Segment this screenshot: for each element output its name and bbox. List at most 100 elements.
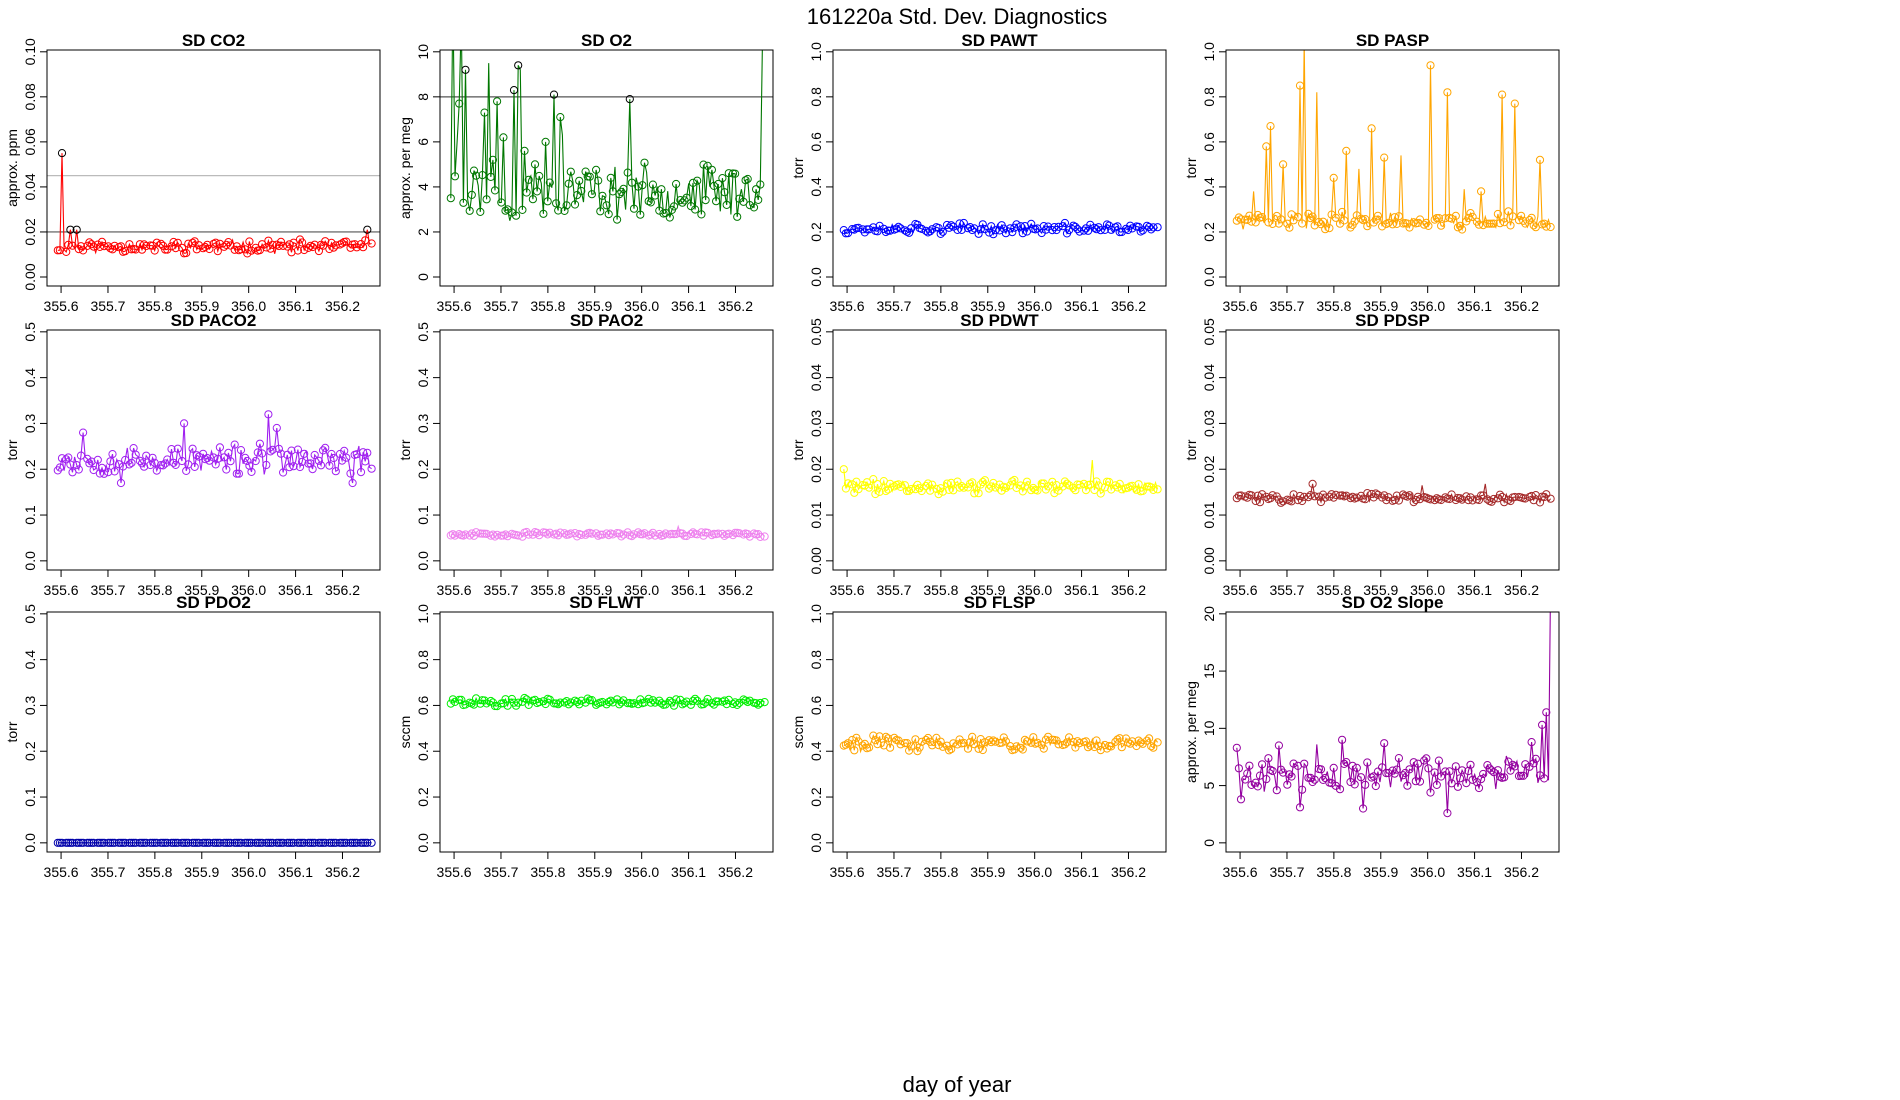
data-point [461, 700, 470, 709]
data-point [1500, 773, 1509, 782]
data-point [1432, 494, 1441, 503]
data-point [543, 530, 552, 539]
series-line-o2 [450, 50, 763, 221]
data-point [1477, 491, 1486, 500]
panel-title-pdsp: SD PDSP [1355, 311, 1430, 330]
data-point [560, 206, 569, 215]
data-point [1124, 738, 1133, 747]
data-point [1308, 777, 1317, 787]
data-point [152, 466, 161, 475]
y-tick-label: 0 [415, 273, 431, 281]
data-point [1495, 772, 1505, 781]
data-point [1247, 217, 1256, 226]
data-point [125, 838, 134, 847]
data-point [587, 696, 597, 705]
data-point [140, 462, 149, 471]
x-tick-label: 355.9 [1363, 298, 1398, 314]
data-point [1149, 485, 1158, 494]
data-point [1546, 222, 1555, 232]
data-point [304, 243, 313, 252]
plot-frame-flsp [832, 611, 1167, 853]
y-tick-label: 0.3 [22, 695, 38, 715]
x-tick-label: 355.9 [577, 582, 612, 598]
data-point [243, 249, 252, 258]
plot-frame-pawt [832, 49, 1167, 287]
data-point [959, 218, 968, 228]
data-point [602, 201, 611, 210]
data-point [1378, 222, 1387, 231]
data-point [1455, 494, 1465, 503]
data-point [283, 838, 292, 847]
y-axis-label-pawt: torr [790, 157, 806, 178]
data-point [89, 465, 98, 475]
data-point [161, 459, 170, 468]
data-point [1052, 481, 1061, 490]
data-point [1451, 211, 1460, 220]
data-point [623, 168, 632, 177]
data-point [116, 838, 126, 847]
data-point [1325, 224, 1334, 233]
data-point [363, 838, 372, 847]
data-point [327, 238, 336, 247]
data-point [1105, 477, 1114, 487]
data-point [1474, 783, 1484, 793]
data-point [1510, 492, 1519, 502]
data-point [121, 247, 130, 256]
data-point [194, 838, 203, 847]
data-point [300, 449, 309, 458]
data-point [190, 838, 199, 847]
x-tick-label: 355.8 [923, 864, 958, 880]
x-tick-label: 355.7 [483, 582, 518, 598]
panel-o2slope: SD O2 Slope 355.6 355.7 355.8 355.9 356.0 356.… [1183, 576, 1560, 880]
data-point [648, 528, 658, 537]
y-tick-label: 0.1 [22, 787, 38, 807]
data-point [651, 191, 660, 200]
x-tick-label: 355.6 [1223, 582, 1258, 598]
data-point [93, 838, 102, 847]
data-point [1352, 763, 1361, 773]
x-tick-label: 356.1 [1064, 298, 1099, 314]
data-point [64, 240, 73, 249]
data-point [1102, 744, 1112, 753]
data-point [1060, 218, 1070, 228]
data-point [1479, 769, 1488, 779]
data-point [1426, 61, 1435, 70]
x-tick-label: 356.1 [1457, 864, 1492, 880]
series-pdsp [1232, 479, 1555, 507]
data-point [465, 531, 474, 540]
data-point [1145, 222, 1154, 232]
data-point [359, 838, 368, 847]
data-point [627, 532, 637, 541]
data-point [554, 206, 563, 215]
data-point [1029, 483, 1038, 493]
data-point [1253, 210, 1262, 220]
data-point [1329, 173, 1338, 182]
data-point [1331, 213, 1340, 222]
data-point [131, 838, 140, 847]
data-point [1062, 738, 1072, 747]
data-point [573, 191, 582, 200]
data-point [1279, 768, 1288, 777]
x-tick-label: 355.6 [1223, 298, 1258, 314]
data-point [455, 695, 464, 705]
data-point [236, 446, 246, 455]
x-tick-label: 355.9 [1363, 864, 1398, 880]
data-point [446, 531, 455, 540]
data-point [100, 838, 109, 847]
data-point [865, 225, 874, 234]
data-point [247, 838, 256, 847]
data-point [1241, 492, 1250, 501]
data-point [114, 838, 124, 847]
data-point [850, 746, 859, 755]
data-point [752, 699, 761, 708]
data-point [1489, 494, 1498, 504]
data-point [657, 185, 666, 194]
data-point [247, 246, 256, 255]
panel-title-o2slope: SD O2 Slope [1341, 593, 1443, 612]
plot-frame-pdwt [832, 329, 1167, 571]
data-point [110, 467, 119, 476]
data-point [629, 204, 639, 213]
data-point [490, 186, 500, 195]
data-point [1547, 576, 1554, 583]
data-point [289, 238, 298, 247]
